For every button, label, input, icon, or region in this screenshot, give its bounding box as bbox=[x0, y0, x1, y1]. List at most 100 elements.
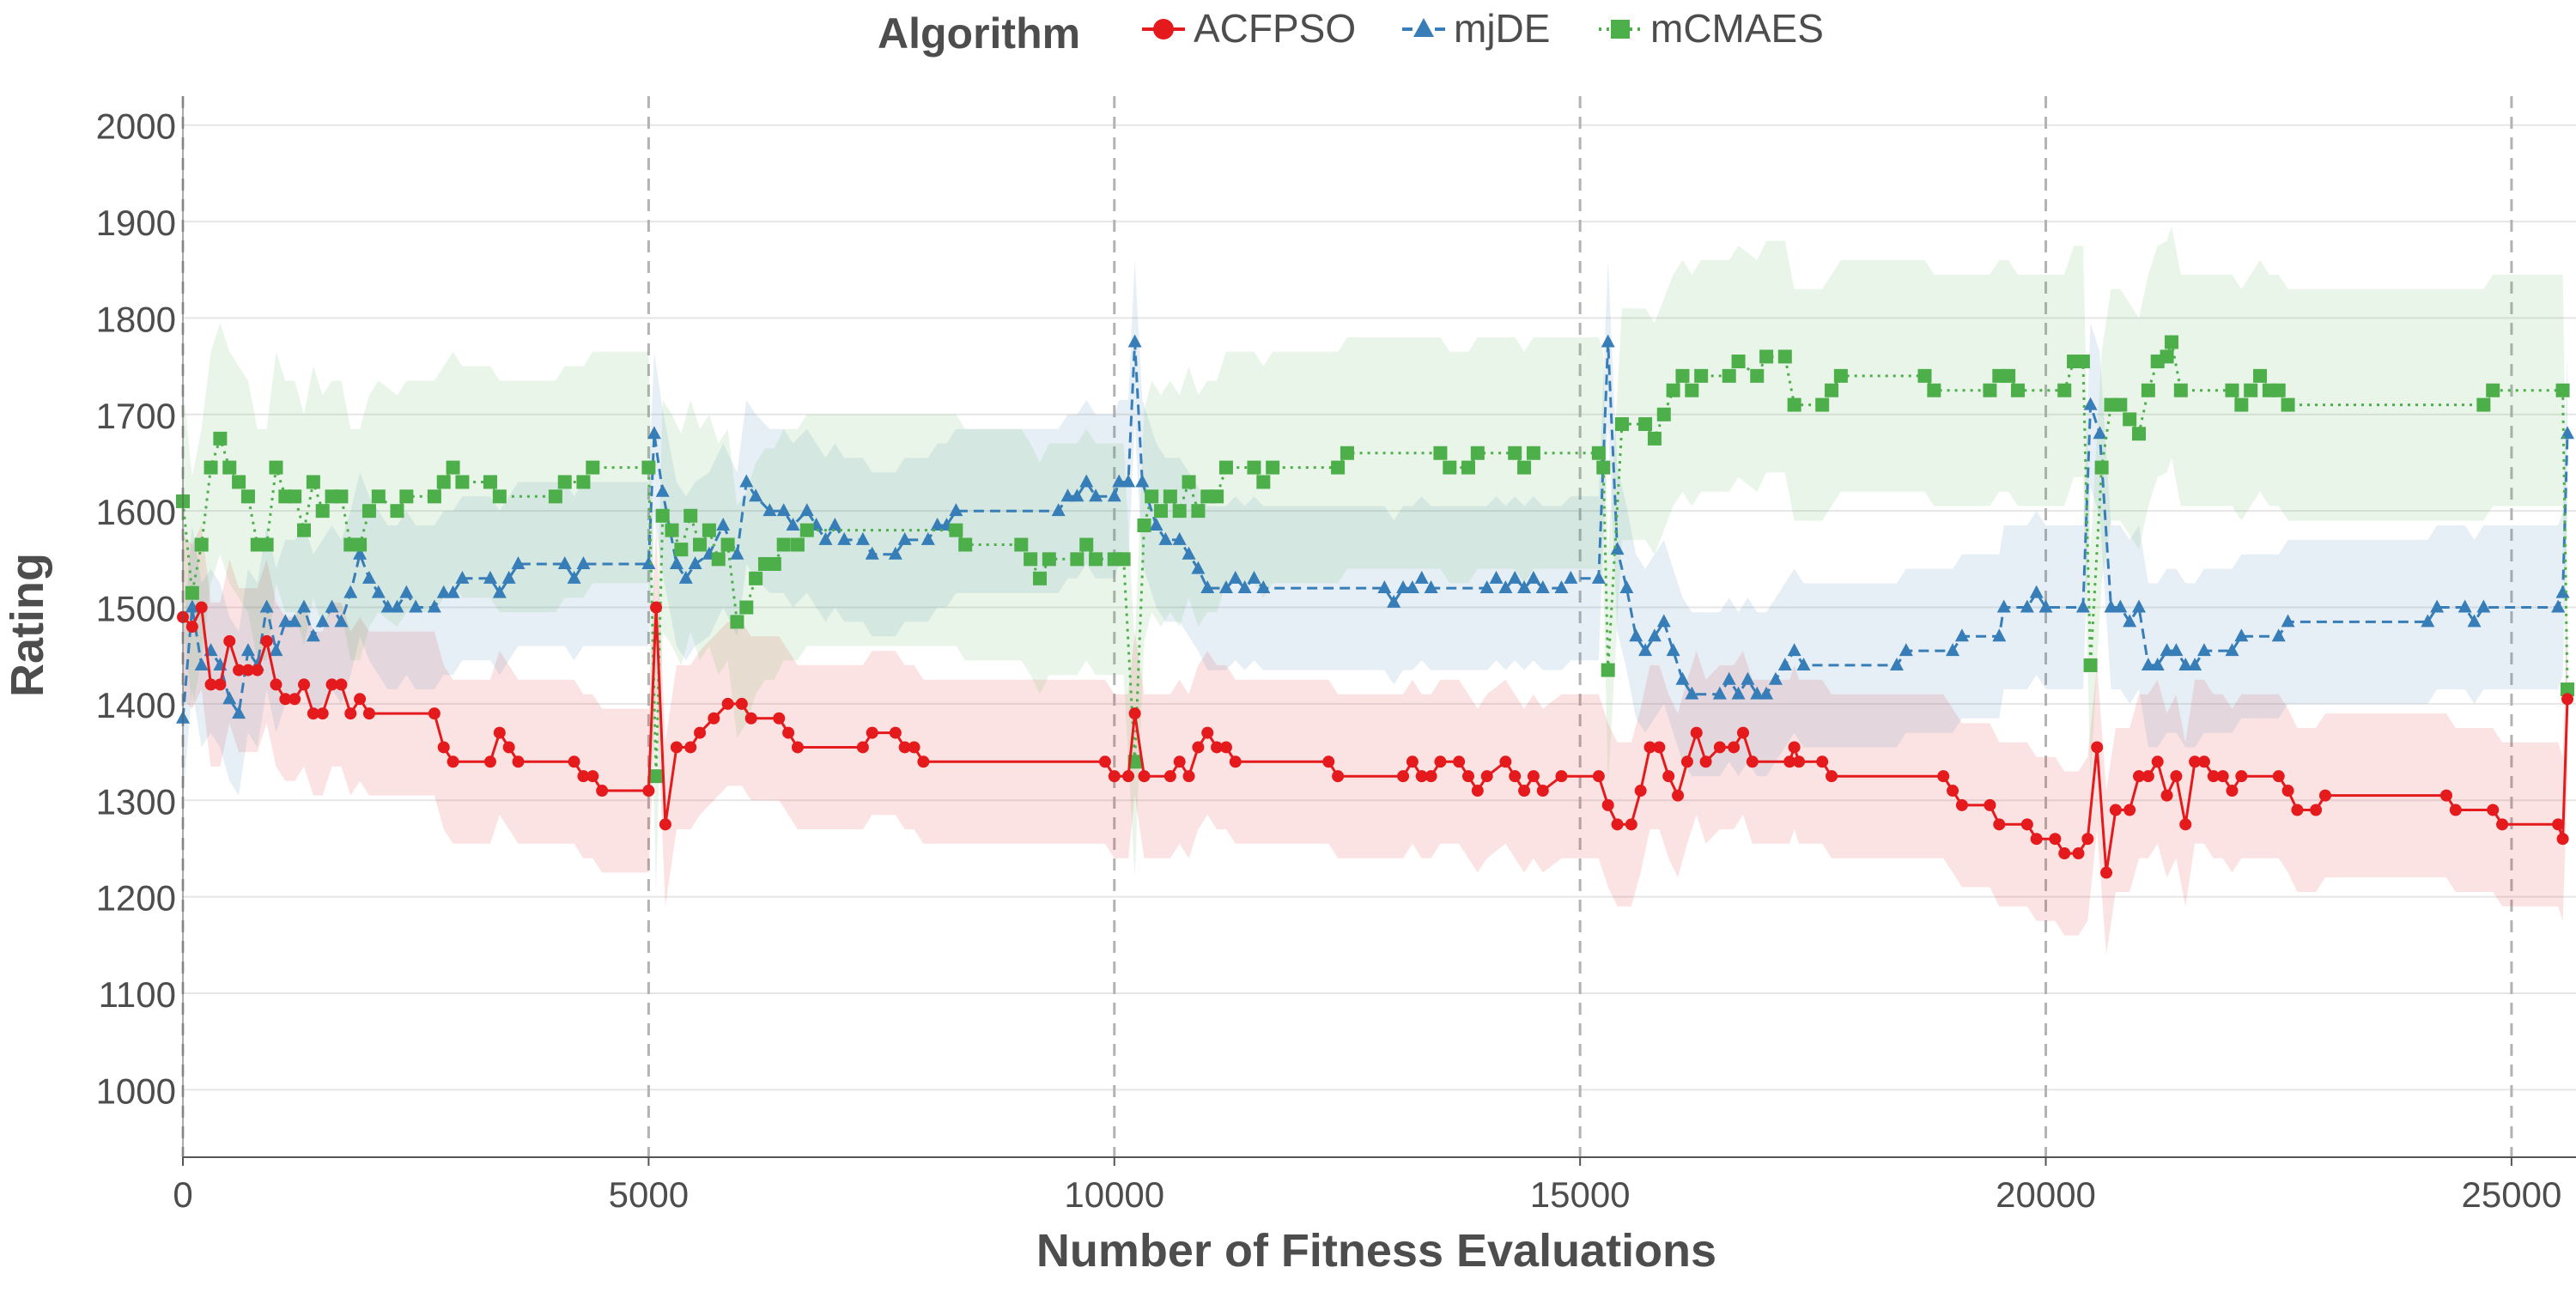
data-point-mjde bbox=[1498, 580, 1513, 594]
data-point-mjde bbox=[1517, 580, 1532, 594]
legend: Algorithm ACFPSO mjDE mCMAES bbox=[878, 6, 1824, 58]
data-point-mcmaes bbox=[1596, 460, 1611, 475]
data-point-mcmaes bbox=[641, 460, 656, 475]
data-point-mjde bbox=[1535, 580, 1550, 594]
data-point-acfpso bbox=[2109, 804, 2122, 816]
series-mcmaes bbox=[176, 335, 2574, 784]
data-point-mjde bbox=[641, 555, 656, 569]
data-point-mjde bbox=[1424, 580, 1438, 594]
data-point-acfpso bbox=[2197, 755, 2210, 768]
data-point-mjde bbox=[2113, 599, 2128, 613]
data-point-acfpso bbox=[1816, 755, 1829, 768]
data-point-mjde bbox=[455, 570, 470, 584]
data-point-mcmaes bbox=[2083, 658, 2098, 672]
data-point-mjde bbox=[1731, 686, 1746, 700]
data-point-mjde bbox=[855, 531, 870, 545]
data-point-mjde bbox=[1479, 580, 1494, 594]
data-point-mjde bbox=[2150, 657, 2165, 670]
data-point-mcmaes bbox=[269, 460, 283, 475]
data-point-mjde bbox=[297, 599, 312, 613]
data-point-acfpso bbox=[2091, 741, 2104, 754]
data-point-mjde bbox=[1554, 580, 1569, 594]
data-point-mjde bbox=[2075, 599, 2090, 613]
data-point-acfpso bbox=[214, 678, 227, 691]
data-point-mcmaes bbox=[1983, 383, 1997, 397]
data-point-acfpso bbox=[1108, 770, 1121, 783]
data-point-mcmaes bbox=[2075, 355, 2090, 368]
data-point-acfpso bbox=[512, 755, 525, 768]
data-point-acfpso bbox=[2487, 804, 2500, 816]
data-point-mjde bbox=[325, 599, 339, 613]
x-tick-labels: 0 5000 10000 15000 20000 25000 bbox=[173, 1157, 2561, 1215]
data-point-mcmaes bbox=[2173, 383, 2188, 397]
data-point-mcmaes bbox=[204, 460, 218, 475]
data-point-acfpso bbox=[1425, 770, 1437, 783]
data-point-mjde bbox=[240, 643, 255, 657]
data-point-acfpso bbox=[1219, 741, 1232, 754]
data-point-mcmaes bbox=[446, 460, 460, 475]
data-point-mjde bbox=[1796, 657, 1811, 670]
data-point-mcmaes bbox=[1685, 383, 1699, 397]
data-point-mcmaes bbox=[1517, 460, 1532, 475]
data-point-acfpso bbox=[791, 741, 804, 754]
data-point-acfpso bbox=[1826, 770, 1838, 783]
data-point-mjde bbox=[837, 531, 852, 545]
data-point-mjde bbox=[343, 585, 358, 598]
data-point-mjde bbox=[1107, 488, 1121, 502]
data-point-mcmaes bbox=[1777, 349, 1792, 364]
data-point-mcmaes bbox=[958, 537, 973, 552]
data-point-acfpso bbox=[659, 818, 671, 831]
data-point-mjde bbox=[1191, 561, 1206, 574]
data-point-acfpso bbox=[856, 741, 869, 754]
data-point-acfpso bbox=[2179, 818, 2192, 831]
data-point-mcmaes bbox=[665, 523, 679, 537]
band-mjde bbox=[183, 260, 2567, 801]
data-point-mcmaes bbox=[1601, 663, 1615, 677]
data-point-acfpso bbox=[2160, 789, 2173, 802]
data-point-mjde bbox=[1768, 671, 1783, 685]
data-point-acfpso bbox=[195, 601, 208, 614]
data-point-mcmaes bbox=[427, 489, 441, 504]
data-point-mjde bbox=[511, 555, 526, 569]
data-point-mcmaes bbox=[711, 552, 726, 567]
y-tick-label: 1900 bbox=[96, 203, 176, 243]
y-tick-label: 1500 bbox=[96, 589, 176, 629]
data-point-acfpso bbox=[684, 741, 697, 754]
data-point-mcmaes bbox=[790, 537, 805, 552]
data-point-acfpso bbox=[1937, 770, 1950, 783]
data-point-mcmaes bbox=[1825, 383, 1839, 397]
data-point-mjde bbox=[2476, 599, 2491, 613]
data-point-mjde bbox=[501, 570, 516, 584]
data-point-acfpso bbox=[279, 693, 292, 706]
data-point-acfpso bbox=[1128, 707, 1141, 720]
data-point-mjde bbox=[655, 483, 670, 497]
data-point-acfpso bbox=[325, 678, 338, 691]
x-tick-label: 15000 bbox=[1530, 1174, 1631, 1215]
data-point-mcmaes bbox=[399, 489, 414, 504]
data-point-mjde bbox=[1079, 474, 1094, 488]
data-point-mcmaes bbox=[1154, 504, 1169, 519]
data-point-acfpso bbox=[241, 664, 254, 676]
data-point-mcmaes bbox=[390, 504, 404, 519]
data-point-mjde bbox=[1237, 580, 1252, 594]
data-point-mcmaes bbox=[1137, 519, 1151, 533]
data-point-mjde bbox=[334, 614, 349, 628]
data-point-mcmaes bbox=[1256, 475, 1271, 489]
data-point-acfpso bbox=[1434, 755, 1447, 768]
data-point-mjde bbox=[1377, 580, 1392, 594]
data-point-acfpso bbox=[744, 712, 757, 725]
gridlines bbox=[183, 124, 2576, 1091]
data-point-mjde bbox=[259, 599, 274, 613]
data-point-acfpso bbox=[2226, 785, 2239, 798]
data-point-mjde bbox=[1591, 570, 1606, 584]
data-point-mjde bbox=[1722, 671, 1736, 685]
data-point-mjde bbox=[678, 570, 693, 584]
data-point-acfpso bbox=[2123, 804, 2136, 816]
data-point-mjde bbox=[1787, 643, 1801, 657]
data-point-acfpso bbox=[204, 678, 217, 691]
data-point-mcmaes bbox=[2010, 383, 2025, 397]
data-point-mcmaes bbox=[1675, 368, 1690, 383]
data-point-mjde bbox=[390, 599, 404, 613]
data-point-mcmaes bbox=[2281, 397, 2295, 412]
data-point-acfpso bbox=[1788, 741, 1801, 754]
